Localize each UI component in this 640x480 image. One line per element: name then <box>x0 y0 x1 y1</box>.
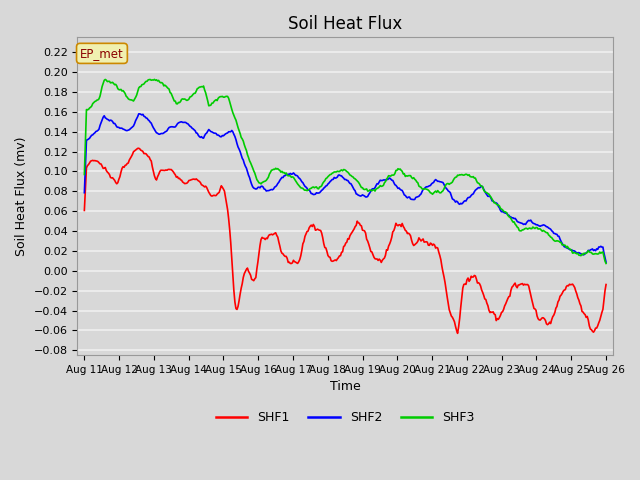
Y-axis label: Soil Heat Flux (mv): Soil Heat Flux (mv) <box>15 136 28 256</box>
Text: EP_met: EP_met <box>80 47 124 60</box>
Legend: SHF1, SHF2, SHF3: SHF1, SHF2, SHF3 <box>211 406 479 429</box>
X-axis label: Time: Time <box>330 381 360 394</box>
Title: Soil Heat Flux: Soil Heat Flux <box>288 15 403 33</box>
